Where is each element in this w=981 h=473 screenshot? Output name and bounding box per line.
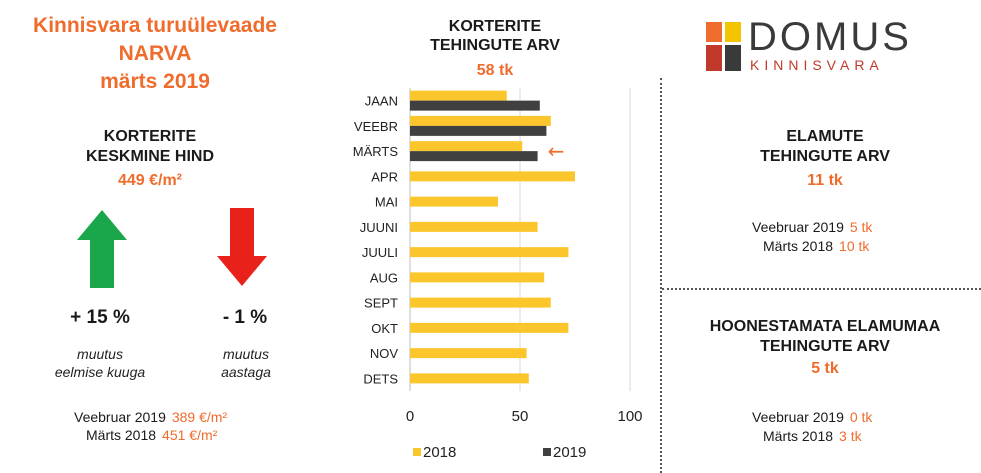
yearly-change-note: muutus aastaga: [166, 345, 326, 381]
comparison-label: Märts 2018: [86, 427, 157, 443]
avg-price-title-line: KORTERITE: [103, 128, 197, 145]
comparison-value: 389 €/m²: [171, 409, 228, 425]
houses-title-line: ELAMUTE: [786, 128, 864, 145]
comparison-label: Märts 2018: [763, 238, 834, 254]
yearly-change: - 1 %: [222, 307, 268, 328]
bar-2018: [410, 297, 551, 308]
bar-2019: [410, 151, 538, 162]
report-city: NARVA: [118, 42, 192, 65]
legend-label: 2019: [553, 444, 586, 461]
avg-price-comparison: Veebruar 2019 389 €/m²: [74, 408, 227, 426]
bar-2018: [410, 247, 569, 258]
report-title-line: Kinnisvara turuülevaade: [33, 14, 277, 37]
comparison-value: 0 tk: [849, 409, 873, 425]
avg-price-title: KORTERITE KESKMINE HIND: [40, 127, 260, 167]
comparison-label: Veebruar 2019: [74, 409, 166, 425]
land-comparison: Veebruar 2019 0 tk: [752, 408, 872, 426]
comparison-label: Veebruar 2019: [752, 219, 844, 235]
report-title: Kinnisvara turuülevaade NARVA märts 2019: [0, 12, 310, 96]
houses-deals-value: 11 tk: [807, 172, 843, 189]
comparison-value: 451 €/m²: [162, 427, 218, 443]
category-label: MÄRTS: [353, 144, 399, 159]
houses-title-line: TEHINGUTE ARV: [760, 148, 890, 165]
bar-2018: [410, 171, 575, 182]
category-label: JUUNI: [360, 220, 398, 235]
comparison-value: 5 tk: [849, 219, 873, 235]
houses-deals-title: ELAMUTE TEHINGUTE ARV: [720, 127, 930, 167]
category-label: APR: [371, 169, 398, 184]
bar-2018: [410, 221, 538, 232]
category-label: MAI: [375, 195, 398, 210]
category-label: NOV: [370, 346, 399, 361]
x-tick-label: 50: [512, 408, 529, 425]
category-label: JUULI: [362, 245, 398, 260]
bar-2018: [410, 115, 551, 126]
land-title-line: TEHINGUTE ARV: [760, 338, 890, 355]
land-deals-title: HOONESTAMATA ELAMUMAA TEHINGUTE ARV: [670, 317, 980, 357]
monthly-change-note: muutus eelmise kuuga: [20, 345, 180, 381]
note-line: muutus: [77, 346, 123, 362]
chart-total: 58 tk: [476, 62, 514, 79]
apartment-deals-chart: JAAN VEEBR MÄRTS ← APR MAI JUUNI JUULI AUG SEPT OK…: [353, 88, 643, 461]
legend-label: 2018: [423, 444, 456, 461]
category-label: DETS: [363, 371, 398, 386]
bar-2018: [410, 196, 498, 207]
bar-2018: [410, 141, 523, 152]
houses-comparison: Veebruar 2019 5 tk: [752, 218, 872, 236]
bar-2018: [410, 272, 545, 283]
land-title-line: HOONESTAMATA ELAMUMAA: [709, 318, 941, 335]
category-label: JAAN: [365, 94, 398, 109]
avg-price-title-line: KESKMINE HIND: [85, 148, 214, 165]
domus-logo: [706, 22, 741, 71]
arrow-down-icon: [217, 208, 267, 286]
land-deals-value: 5 tk: [811, 360, 839, 377]
category-label: VEEBR: [354, 119, 398, 134]
category-label: OKT: [371, 321, 398, 336]
comparison-label: Märts 2018: [763, 428, 834, 444]
logo-name: DOMUS: [748, 15, 912, 59]
report-period: märts 2019: [100, 70, 210, 93]
bar-2018: [410, 373, 529, 384]
note-line: muutus: [223, 346, 269, 362]
comparison-value: 10 tk: [839, 238, 870, 254]
note-line: aastaga: [221, 364, 271, 380]
bar-2018: [410, 322, 569, 333]
note-line: eelmise kuuga: [54, 364, 146, 380]
chart-title-line: KORTERITE: [448, 18, 542, 35]
chart-title: KORTERITE TEHINGUTE ARV: [390, 17, 600, 55]
x-tick-label: 100: [617, 408, 642, 425]
category-label: AUG: [370, 270, 398, 285]
comparison-value: 3 tk: [839, 428, 862, 444]
horizontal-divider: [662, 288, 981, 290]
category-label: SEPT: [364, 296, 398, 311]
houses-comparison: Märts 2018 10 tk: [763, 237, 869, 255]
arrow-up-icon: [77, 210, 127, 288]
bar-2019: [410, 125, 547, 136]
bar-2019: [410, 100, 540, 111]
arrow-left-icon: ←: [548, 139, 565, 163]
legend-swatch: [413, 448, 421, 456]
x-tick-label: 0: [406, 408, 414, 425]
land-comparison: Märts 2018 3 tk: [763, 427, 862, 445]
bar-2018: [410, 90, 507, 101]
comparison-label: Veebruar 2019: [752, 409, 844, 425]
monthly-change: + 15 %: [70, 307, 130, 328]
vertical-divider: [660, 78, 662, 473]
avg-price-comparison: Märts 2018 451 €/m²: [86, 426, 217, 444]
chart-title-line: TEHINGUTE ARV: [430, 37, 560, 54]
bar-2018: [410, 348, 527, 359]
logo-subtitle: KINNISVARA: [750, 57, 884, 73]
avg-price-value: 449 €/m²: [117, 172, 183, 189]
legend-swatch: [543, 448, 551, 456]
